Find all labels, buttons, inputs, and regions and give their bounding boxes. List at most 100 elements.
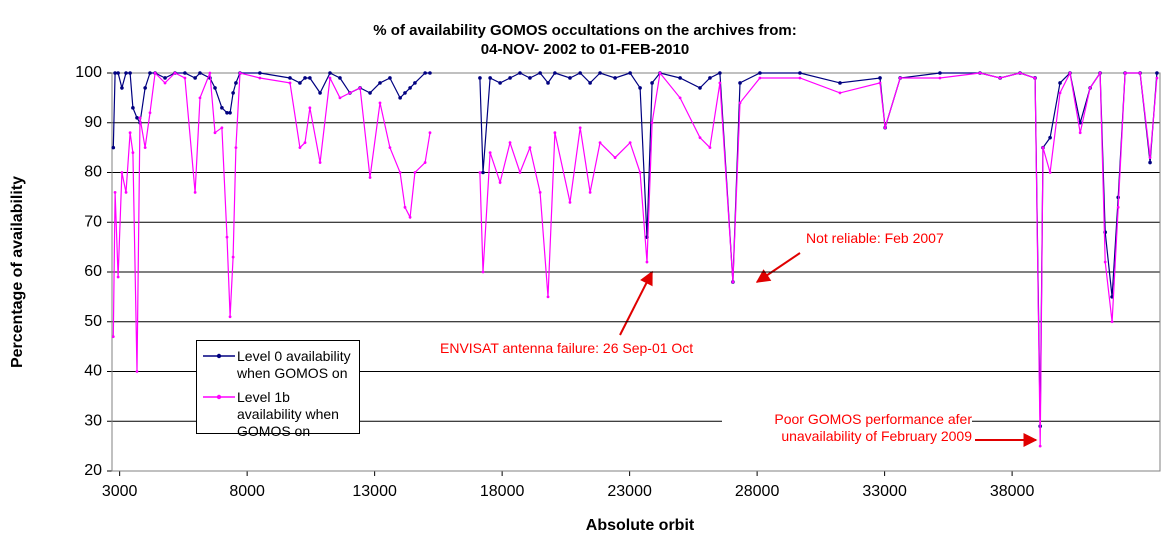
y-tick-label: 60 <box>84 263 102 280</box>
point <box>650 81 654 85</box>
point <box>798 71 802 75</box>
point <box>758 71 762 75</box>
legend-marker <box>216 394 222 400</box>
point <box>546 81 550 85</box>
point <box>143 86 147 90</box>
point <box>1138 71 1142 75</box>
point <box>408 215 412 219</box>
point <box>111 145 116 150</box>
point <box>348 91 352 95</box>
point <box>198 96 202 100</box>
point <box>308 76 312 80</box>
point <box>488 76 492 80</box>
plot-frame <box>111 72 1161 472</box>
point <box>508 141 512 145</box>
point <box>124 71 128 75</box>
point <box>328 76 332 80</box>
point <box>1033 76 1037 80</box>
point <box>148 71 152 75</box>
point <box>1123 71 1127 75</box>
point <box>213 86 217 90</box>
point <box>678 96 682 100</box>
point <box>208 71 212 75</box>
point <box>708 146 712 150</box>
point <box>148 111 152 115</box>
point <box>1048 171 1052 174</box>
point <box>193 191 197 194</box>
point <box>131 106 135 110</box>
point <box>378 101 382 105</box>
point <box>698 86 702 90</box>
point <box>481 270 485 274</box>
point <box>645 260 649 264</box>
point <box>588 191 592 194</box>
point <box>225 235 229 239</box>
point <box>628 71 632 75</box>
y-tick-label: 50 <box>84 313 102 330</box>
point <box>298 146 302 150</box>
point <box>838 91 842 95</box>
point <box>738 101 742 105</box>
point <box>113 71 117 75</box>
series-line <box>112 71 1158 447</box>
point <box>398 96 402 100</box>
point <box>338 96 342 100</box>
point <box>938 76 942 80</box>
point <box>288 76 292 80</box>
point <box>116 275 120 279</box>
y-tick-label: 30 <box>84 412 102 429</box>
point <box>528 146 532 150</box>
point <box>234 81 238 85</box>
y-tick-label: 90 <box>84 114 102 131</box>
point <box>546 295 550 299</box>
point <box>1058 91 1062 95</box>
point <box>553 131 557 135</box>
point <box>358 86 362 90</box>
point <box>368 91 372 95</box>
point <box>116 71 120 75</box>
point <box>258 76 262 80</box>
point <box>678 76 682 80</box>
legend: Level 0 availability when GOMOS on Level … <box>196 340 360 439</box>
chart-subtitle: 04-NOV- 2002 to 01-FEB-2010 <box>481 41 689 58</box>
point <box>650 121 654 125</box>
legend-swatch <box>203 394 235 400</box>
point <box>978 71 982 75</box>
point <box>228 315 232 319</box>
point <box>1110 320 1114 324</box>
point <box>998 76 1002 80</box>
y-tick-label: 100 <box>75 64 102 81</box>
point <box>1058 81 1062 85</box>
point <box>388 146 392 150</box>
point <box>638 86 642 90</box>
point <box>163 76 167 80</box>
x-tick-label: 38000 <box>990 483 1035 500</box>
point <box>481 170 485 175</box>
legend-label: Level 0 availability when GOMOS on <box>237 348 351 381</box>
point <box>423 71 427 75</box>
x-tick-label: 28000 <box>735 483 780 500</box>
y-tick-label: 70 <box>84 213 102 230</box>
point <box>598 141 602 145</box>
point <box>135 115 139 120</box>
legend-entry: Level 0 availability when GOMOS on <box>201 348 355 382</box>
y-tick-label: 80 <box>84 164 102 181</box>
point <box>758 76 762 80</box>
point <box>288 81 292 85</box>
point <box>553 71 557 75</box>
point <box>488 151 492 155</box>
point <box>120 86 124 90</box>
point <box>718 71 722 75</box>
legend-entry: Level 1b availability when GOMOS on <box>201 389 355 440</box>
point <box>613 76 617 80</box>
point <box>378 81 382 85</box>
legend-marker <box>216 353 222 359</box>
point <box>428 131 432 135</box>
legend-swatch <box>203 353 235 359</box>
point <box>731 280 735 284</box>
arrow <box>755 252 801 283</box>
annotation: Not reliable: Feb 2007 <box>806 230 944 246</box>
annotation: ENVISAT antenna failure: 26 Sep-01 Oct <box>440 340 694 356</box>
